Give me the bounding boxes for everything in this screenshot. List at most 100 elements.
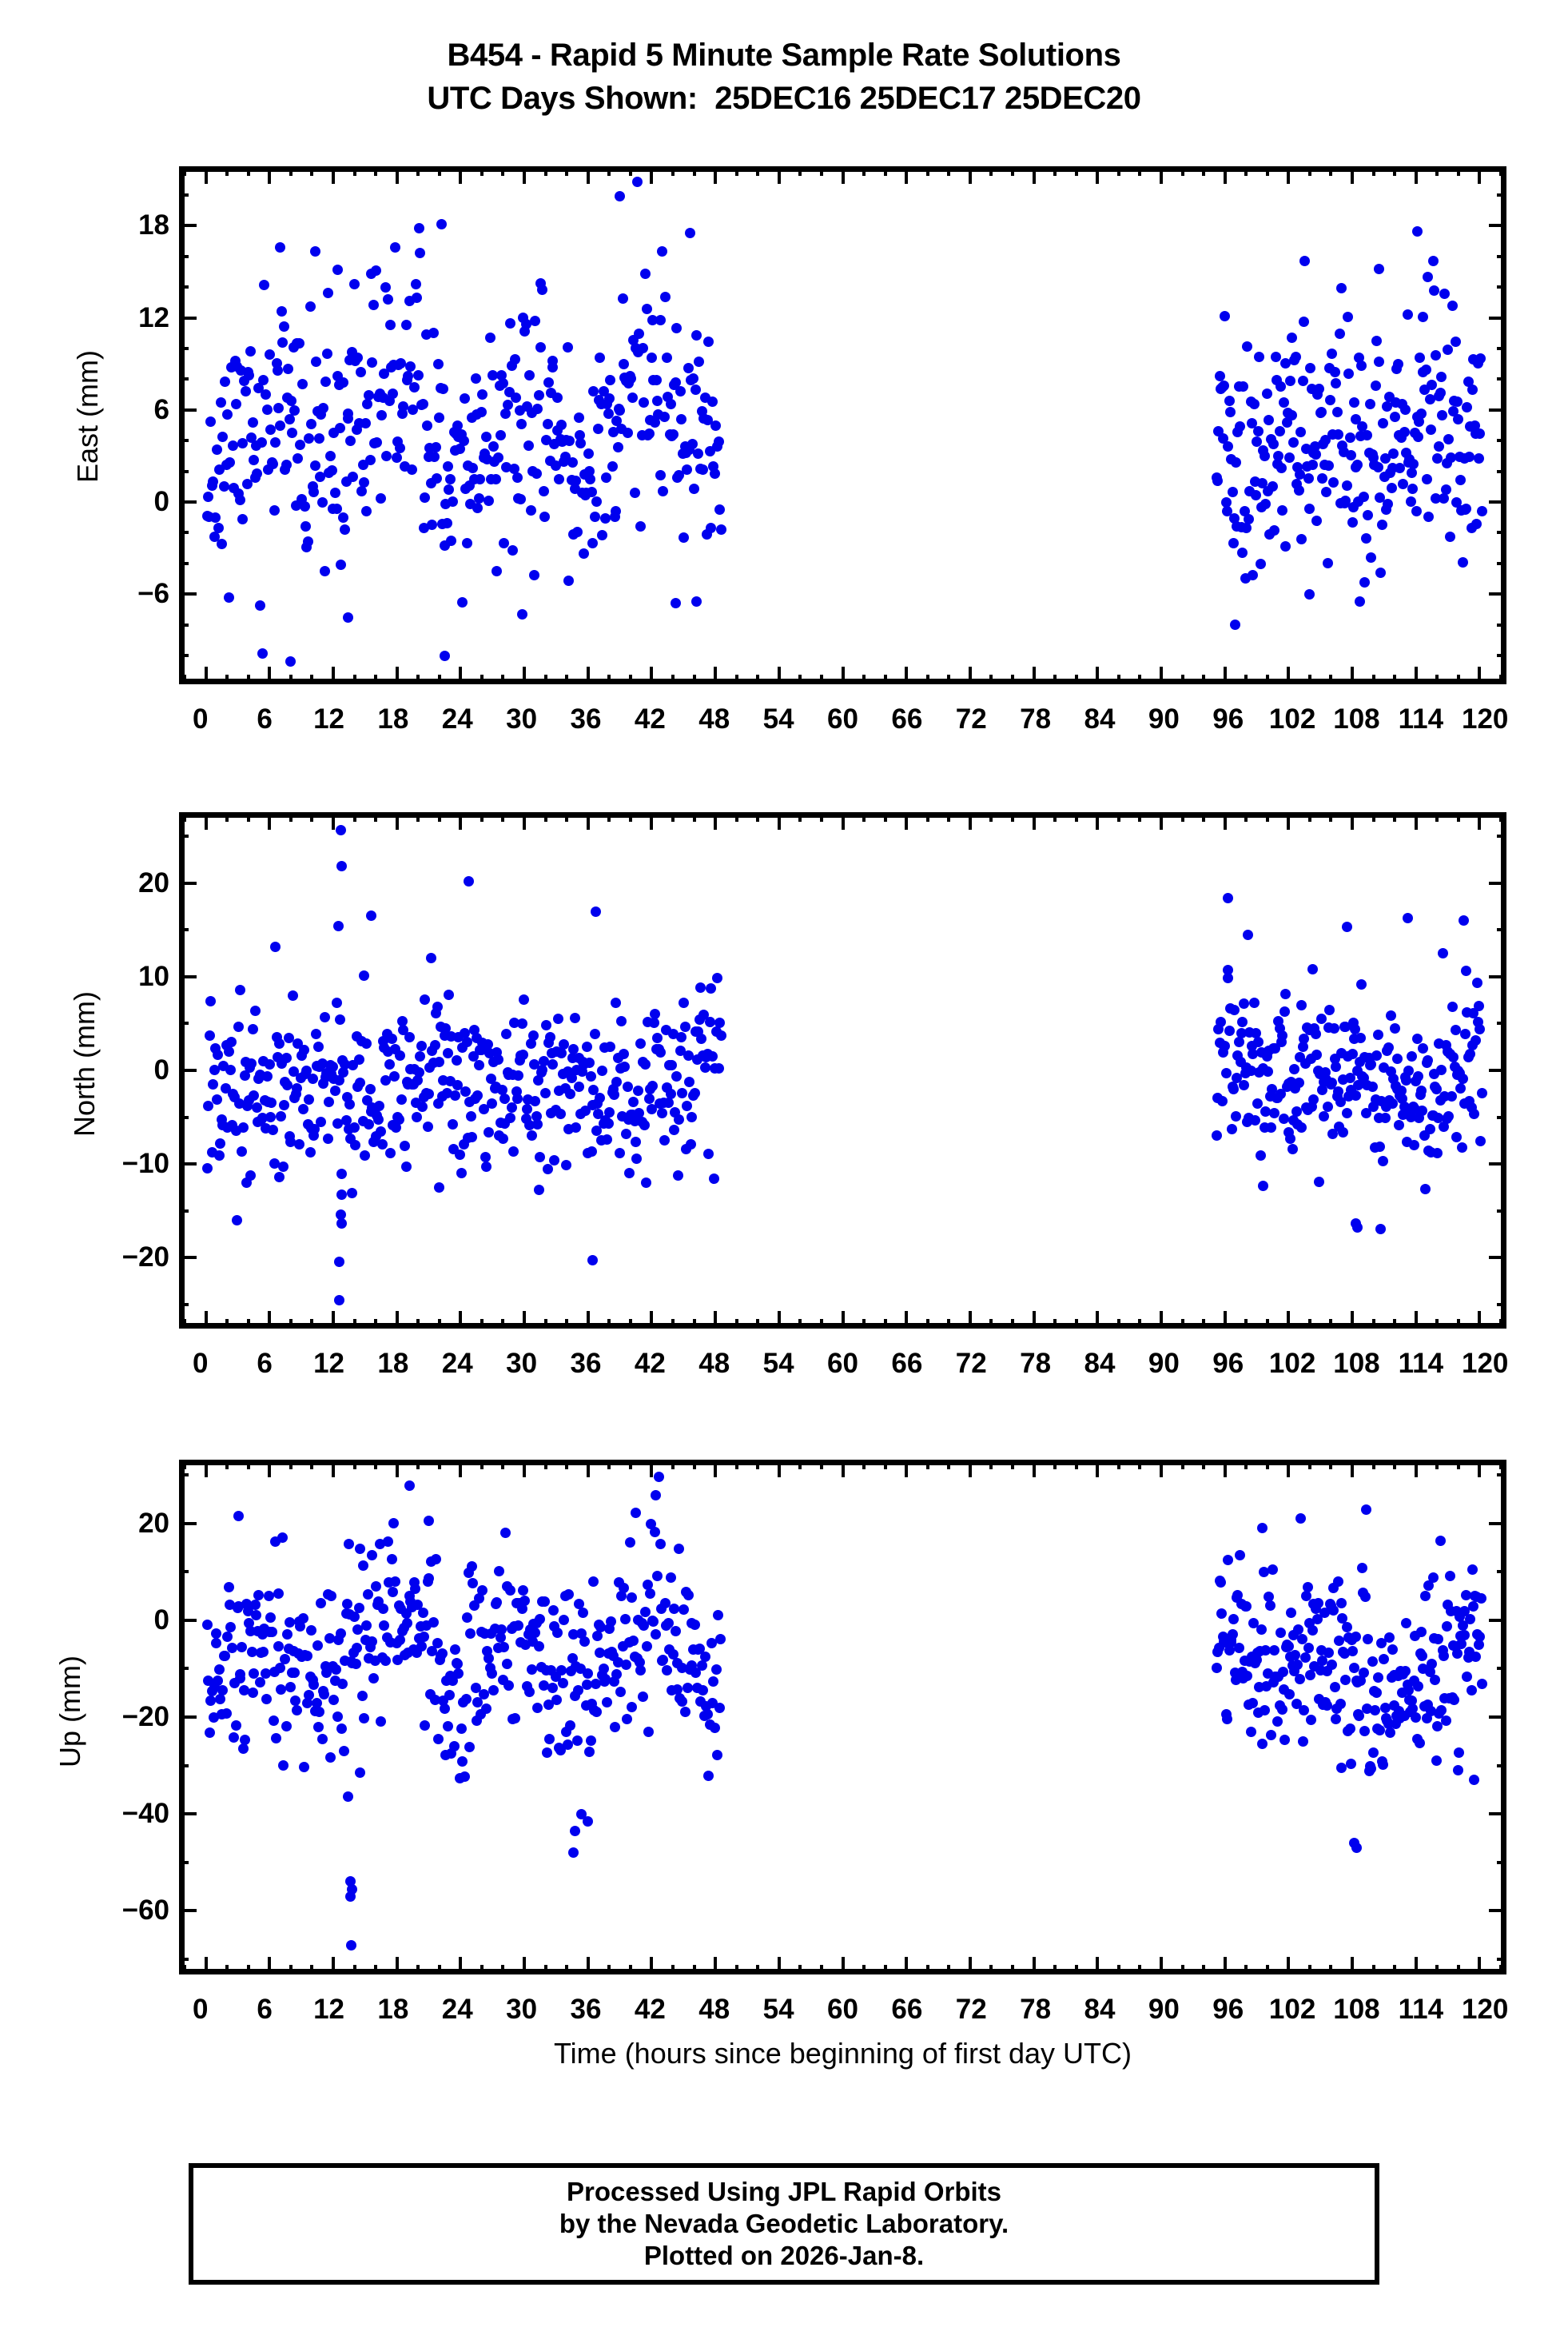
x-tick-minor [352, 812, 356, 822]
data-point [1425, 424, 1436, 436]
data-point [591, 496, 602, 507]
data-point [352, 1624, 364, 1635]
x-tick-minor [1435, 812, 1439, 822]
data-point [547, 1683, 558, 1694]
data-point [343, 412, 354, 424]
data-point [650, 416, 661, 428]
data-point [1462, 1671, 1473, 1682]
data-point [531, 468, 542, 480]
data-point [628, 1636, 639, 1647]
y-tick-label: 0 [153, 1604, 169, 1636]
data-point [1341, 922, 1352, 933]
data-point [632, 177, 643, 188]
title-line-2: UTC Days Shown: 25DEC16 25DEC17 25DEC20 [427, 81, 1141, 116]
data-point [277, 337, 289, 349]
data-point [211, 444, 222, 456]
data-point [269, 1158, 281, 1170]
data-point [662, 1665, 673, 1676]
x-tick-minor [374, 812, 378, 822]
x-tick-label: 48 [698, 1994, 730, 2025]
data-point [240, 1734, 251, 1745]
x-tick-label: 78 [1020, 1994, 1052, 2025]
x-tick-minor [1138, 812, 1142, 822]
data-point [1378, 417, 1389, 428]
data-point [466, 1132, 477, 1143]
x-tick-minor [1202, 1319, 1206, 1329]
panel-up [179, 1460, 1506, 1974]
data-point [1319, 1607, 1330, 1618]
y-tick-minor [1497, 1667, 1506, 1671]
data-point [247, 1023, 258, 1034]
data-point [571, 1122, 582, 1133]
y-tick-minor [179, 346, 189, 350]
x-axis-labels-north: 0 6 12 18 24 30 36 42 48 54 60 66 72 78 84 90 96 102 108 11… [179, 1348, 1508, 1383]
data-point [309, 460, 320, 471]
data-point [472, 503, 484, 514]
data-point [367, 357, 378, 369]
data-point [1251, 1027, 1262, 1038]
data-point [1219, 381, 1230, 392]
data-point [1248, 997, 1260, 1008]
data-point [1299, 316, 1310, 327]
data-point [1461, 966, 1472, 977]
data-point [1452, 396, 1463, 407]
x-tick-label: 42 [634, 1994, 666, 2025]
data-point [412, 292, 423, 303]
x-tick-minor [1244, 675, 1248, 684]
data-point [462, 1037, 473, 1048]
data-point [555, 1109, 566, 1120]
data-point [379, 1620, 390, 1631]
data-point [552, 1628, 563, 1639]
footer-credits-box: Processed Using JPL Rapid Orbits by the … [189, 2163, 1379, 2285]
x-tick-major [650, 667, 654, 684]
data-point [1366, 552, 1377, 563]
data-point [283, 1032, 294, 1043]
data-point [311, 356, 322, 367]
data-point [659, 1597, 671, 1608]
y-tick-label: 0 [153, 486, 169, 518]
data-point [235, 984, 246, 995]
data-point [1307, 964, 1319, 975]
x-tick-minor [671, 1965, 675, 1974]
data-point [330, 487, 341, 498]
y-tick-major [1489, 881, 1506, 885]
x-tick-major [523, 1460, 527, 1477]
x-tick-major [650, 1311, 654, 1329]
x-tick-major [395, 667, 399, 684]
data-point [273, 403, 285, 414]
data-point [333, 1075, 344, 1086]
data-point [713, 1062, 724, 1074]
x-tick-minor [862, 1460, 866, 1469]
data-point [275, 1663, 286, 1674]
data-point [610, 997, 621, 1008]
data-point [1374, 1725, 1385, 1736]
data-point [715, 1030, 726, 1042]
data-point [530, 1627, 541, 1638]
data-point [1445, 1570, 1456, 1581]
x-tick-label: 78 [1020, 703, 1052, 735]
data-point [1252, 426, 1264, 437]
data-point [643, 1579, 654, 1590]
data-point [285, 656, 296, 667]
x-tick-major [1096, 1311, 1100, 1329]
data-point [1304, 588, 1315, 600]
data-point [344, 1098, 355, 1110]
data-point [1370, 1705, 1381, 1716]
plot-title: B454 - Rapid 5 Minute Sample Rate Soluti… [0, 34, 1568, 120]
data-point [293, 1139, 304, 1150]
data-point [472, 1090, 484, 1101]
x-tick-minor [607, 166, 611, 176]
data-point [481, 432, 492, 443]
data-point [499, 1094, 511, 1105]
data-point [575, 438, 586, 448]
x-tick-major [1096, 812, 1100, 830]
data-point [319, 1012, 330, 1023]
data-point [1435, 387, 1446, 398]
data-point [1408, 458, 1419, 469]
data-point [587, 1255, 598, 1266]
data-point [348, 471, 359, 482]
x-tick-minor [925, 1319, 929, 1329]
data-point [531, 1110, 542, 1122]
data-point [316, 1733, 328, 1744]
data-point [1439, 493, 1450, 504]
